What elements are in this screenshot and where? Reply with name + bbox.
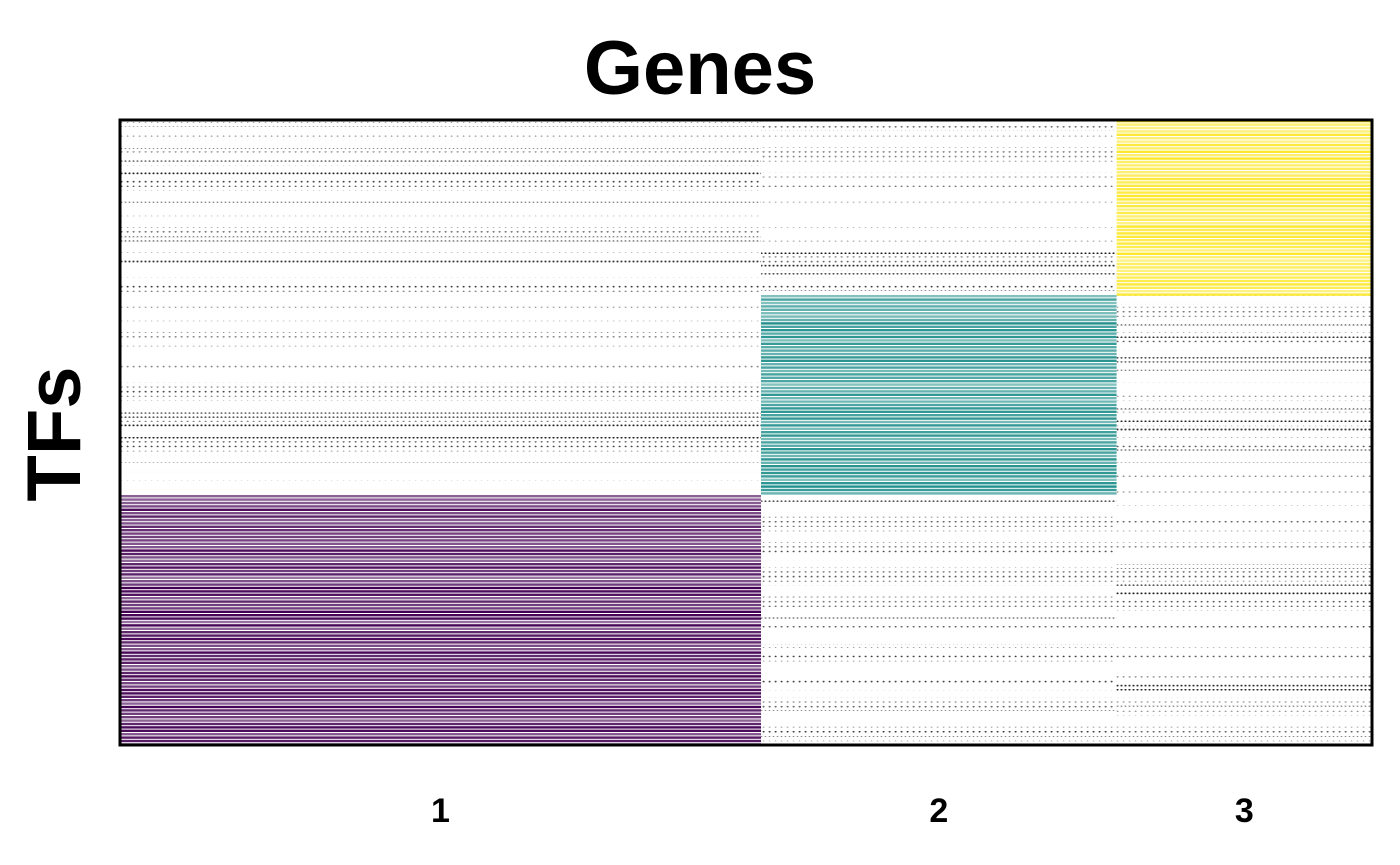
plot-frame xyxy=(118,118,1374,747)
x-tick-label-3: 3 xyxy=(1235,792,1254,830)
heatmap-block-3 xyxy=(120,495,762,746)
heatmap-block-2 xyxy=(761,295,1117,495)
plot-area xyxy=(118,118,1374,747)
heatmap-block-1 xyxy=(1116,120,1372,296)
x-tick-label-1: 1 xyxy=(431,792,450,830)
x-tick-label-2: 2 xyxy=(929,792,948,830)
chart-title: Genes xyxy=(583,26,817,111)
x-tick-labels: 1 2 3 xyxy=(431,792,1254,830)
